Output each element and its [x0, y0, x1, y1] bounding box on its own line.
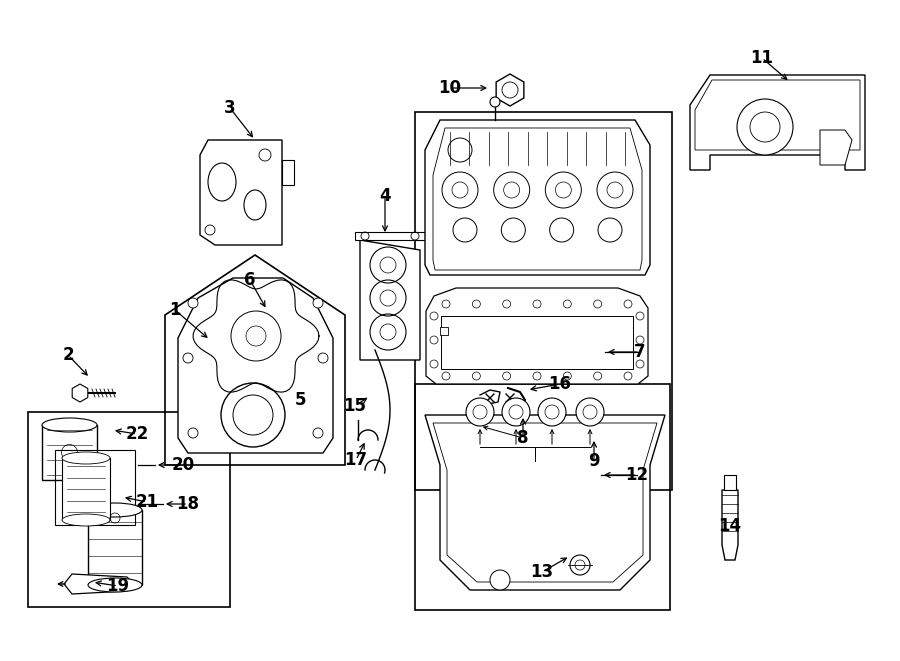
Bar — [415, 112, 672, 490]
Text: 12: 12 — [626, 466, 649, 484]
Ellipse shape — [88, 503, 142, 517]
Circle shape — [183, 353, 193, 363]
Polygon shape — [425, 415, 665, 590]
Text: 9: 9 — [589, 452, 599, 470]
Text: 2: 2 — [62, 346, 74, 364]
Circle shape — [737, 99, 793, 155]
Circle shape — [490, 97, 500, 107]
Circle shape — [533, 300, 541, 308]
Circle shape — [472, 300, 481, 308]
Polygon shape — [355, 232, 425, 240]
Text: 15: 15 — [344, 397, 366, 415]
Polygon shape — [165, 255, 345, 465]
Circle shape — [563, 372, 572, 380]
Polygon shape — [690, 75, 865, 170]
Circle shape — [188, 428, 198, 438]
Polygon shape — [496, 74, 524, 106]
Polygon shape — [64, 574, 134, 594]
Bar — [42, 425, 97, 480]
Text: 21: 21 — [135, 493, 158, 511]
Circle shape — [442, 372, 450, 380]
Circle shape — [563, 300, 572, 308]
Polygon shape — [282, 160, 294, 185]
Text: 16: 16 — [548, 375, 572, 393]
Ellipse shape — [62, 514, 110, 526]
Circle shape — [533, 372, 541, 380]
Text: 20: 20 — [171, 456, 194, 474]
Polygon shape — [425, 120, 650, 275]
Text: 4: 4 — [379, 187, 391, 205]
Polygon shape — [200, 140, 282, 245]
Text: 10: 10 — [438, 79, 462, 97]
Text: 5: 5 — [294, 391, 306, 409]
Text: 6: 6 — [244, 271, 256, 289]
Bar — [55, 450, 135, 525]
Circle shape — [636, 360, 644, 368]
Text: 19: 19 — [106, 577, 130, 595]
Circle shape — [313, 298, 323, 308]
Polygon shape — [724, 475, 736, 490]
Text: 3: 3 — [224, 99, 236, 117]
Polygon shape — [426, 288, 648, 384]
Text: 22: 22 — [125, 425, 148, 443]
Circle shape — [188, 298, 198, 308]
Circle shape — [466, 398, 494, 426]
Circle shape — [624, 300, 632, 308]
Ellipse shape — [42, 418, 97, 432]
Polygon shape — [178, 278, 333, 453]
Text: 13: 13 — [530, 563, 554, 581]
Circle shape — [594, 372, 602, 380]
Circle shape — [570, 555, 590, 575]
Circle shape — [503, 300, 510, 308]
Polygon shape — [72, 384, 88, 402]
Text: 14: 14 — [718, 517, 742, 535]
Bar — [62, 458, 110, 520]
Text: 1: 1 — [169, 301, 181, 319]
Polygon shape — [360, 240, 420, 360]
Text: 7: 7 — [634, 343, 646, 361]
Text: 11: 11 — [751, 49, 773, 67]
Circle shape — [594, 300, 602, 308]
Ellipse shape — [62, 452, 110, 464]
Circle shape — [442, 300, 450, 308]
Text: 18: 18 — [176, 495, 200, 513]
Circle shape — [490, 570, 510, 590]
Circle shape — [184, 320, 260, 396]
Polygon shape — [441, 316, 633, 369]
Bar — [88, 510, 142, 585]
Circle shape — [502, 398, 530, 426]
Circle shape — [430, 312, 438, 320]
Polygon shape — [820, 130, 852, 165]
Bar — [440, 327, 448, 335]
Text: 8: 8 — [518, 429, 529, 447]
Circle shape — [430, 336, 438, 344]
Text: 17: 17 — [345, 451, 367, 469]
Bar — [415, 384, 670, 610]
Circle shape — [430, 360, 438, 368]
Circle shape — [318, 353, 328, 363]
Circle shape — [624, 372, 632, 380]
Bar — [28, 412, 230, 607]
Circle shape — [503, 372, 510, 380]
Circle shape — [313, 428, 323, 438]
Circle shape — [576, 398, 604, 426]
Circle shape — [221, 383, 285, 447]
Circle shape — [472, 372, 481, 380]
Circle shape — [636, 336, 644, 344]
Ellipse shape — [88, 578, 142, 592]
Circle shape — [538, 398, 566, 426]
Circle shape — [636, 312, 644, 320]
Polygon shape — [722, 490, 738, 560]
